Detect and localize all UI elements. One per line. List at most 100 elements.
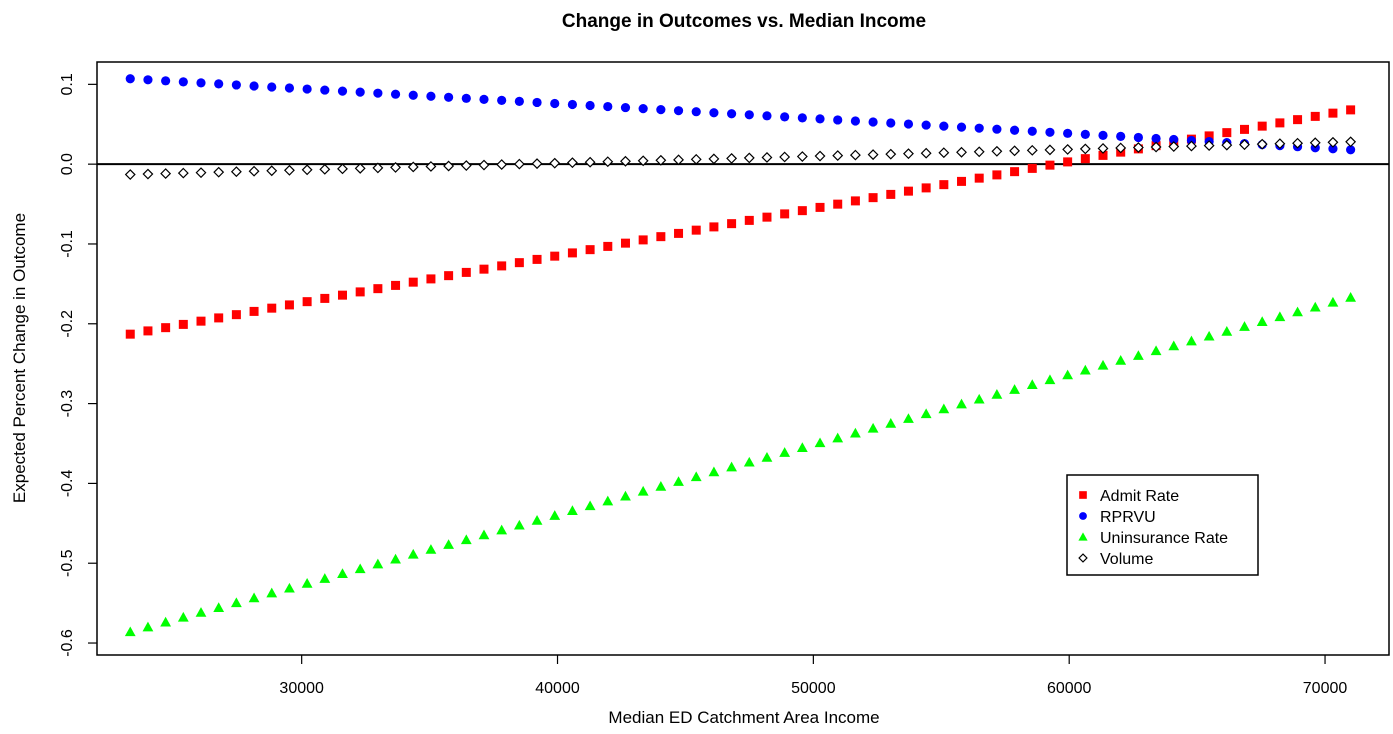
data-point bbox=[744, 215, 754, 225]
data-point bbox=[1186, 335, 1197, 346]
data-point bbox=[195, 167, 207, 179]
data-point bbox=[1116, 131, 1126, 142]
data-point bbox=[1097, 359, 1109, 370]
data-point bbox=[1027, 126, 1037, 136]
data-point bbox=[214, 79, 224, 89]
data-point bbox=[496, 524, 508, 535]
data-point bbox=[796, 442, 808, 453]
data-point bbox=[1063, 128, 1073, 138]
data-point bbox=[903, 186, 913, 196]
data-point bbox=[779, 151, 791, 163]
data-point bbox=[284, 83, 295, 93]
data-point bbox=[1309, 301, 1321, 312]
data-point bbox=[408, 90, 418, 100]
data-point bbox=[1185, 140, 1197, 152]
data-point bbox=[142, 168, 154, 180]
data-point bbox=[903, 148, 914, 160]
data-point bbox=[903, 119, 914, 129]
data-point bbox=[780, 112, 790, 122]
data-point bbox=[125, 74, 135, 84]
legend-marker bbox=[1079, 512, 1087, 520]
data-point bbox=[532, 97, 542, 108]
data-point bbox=[673, 106, 684, 116]
data-point bbox=[1221, 139, 1233, 151]
data-point bbox=[531, 158, 543, 170]
data-point bbox=[674, 228, 684, 238]
data-point bbox=[1133, 132, 1143, 143]
data-point bbox=[938, 403, 950, 414]
data-point bbox=[814, 150, 826, 162]
series-rprvu bbox=[125, 74, 1356, 155]
data-point bbox=[1222, 128, 1232, 138]
data-point bbox=[461, 267, 471, 277]
data-point bbox=[1346, 105, 1356, 115]
data-point bbox=[656, 232, 666, 242]
data-point bbox=[656, 105, 666, 115]
legend-items: Admit Rate RPRVU Uninsurance Rate Volume bbox=[1078, 488, 1228, 568]
data-point bbox=[620, 102, 631, 113]
y-tick-label: 0.0 bbox=[59, 153, 76, 175]
data-point bbox=[443, 539, 455, 549]
x-axis: 30000 40000 50000 60000 70000 bbox=[279, 655, 1347, 697]
data-point bbox=[1328, 144, 1338, 154]
data-point bbox=[266, 165, 278, 177]
data-point bbox=[549, 510, 561, 520]
data-point bbox=[850, 196, 860, 206]
data-point bbox=[886, 118, 896, 128]
data-point bbox=[531, 514, 543, 525]
data-point bbox=[124, 169, 136, 180]
data-point bbox=[992, 124, 1002, 134]
data-point bbox=[248, 592, 260, 603]
data-point bbox=[1079, 364, 1091, 375]
data-point bbox=[513, 158, 525, 170]
legend: Admit Rate RPRVU Uninsurance Rate Volume bbox=[1066, 474, 1259, 576]
legend-box bbox=[1066, 474, 1259, 576]
data-point bbox=[514, 258, 524, 268]
data-point bbox=[479, 94, 489, 104]
data-point bbox=[1150, 345, 1162, 356]
data-point bbox=[991, 388, 1003, 399]
data-point bbox=[973, 146, 985, 158]
data-point bbox=[1079, 143, 1091, 155]
data-point bbox=[230, 166, 242, 178]
data-point bbox=[1327, 136, 1339, 148]
data-point bbox=[814, 437, 826, 448]
data-point bbox=[567, 99, 578, 110]
data-point bbox=[1115, 355, 1127, 365]
data-point bbox=[391, 280, 401, 290]
data-point bbox=[142, 621, 154, 632]
data-point bbox=[320, 85, 330, 95]
data-point bbox=[584, 156, 596, 168]
legend-label: Volume bbox=[1100, 551, 1153, 568]
data-point bbox=[762, 111, 772, 121]
data-point bbox=[178, 319, 188, 329]
data-point bbox=[832, 432, 844, 443]
data-point bbox=[160, 168, 172, 180]
data-point bbox=[161, 323, 171, 333]
data-point bbox=[514, 96, 524, 107]
data-point bbox=[1293, 115, 1303, 125]
data-point bbox=[479, 264, 489, 274]
chart-title: Change in Outcomes vs. Median Income bbox=[562, 11, 926, 32]
data-point bbox=[407, 548, 419, 559]
data-point bbox=[815, 202, 825, 212]
data-point bbox=[938, 147, 950, 159]
data-point bbox=[620, 155, 631, 167]
data-point bbox=[372, 558, 384, 569]
data-point bbox=[797, 206, 807, 216]
data-point bbox=[655, 481, 667, 491]
data-point bbox=[708, 153, 720, 165]
legend-label: Admit Rate bbox=[1100, 488, 1179, 505]
data-point bbox=[460, 160, 472, 171]
data-point bbox=[1327, 296, 1339, 307]
data-point bbox=[708, 466, 720, 477]
data-point bbox=[444, 92, 454, 102]
data-point bbox=[249, 306, 259, 316]
data-point bbox=[1080, 154, 1090, 164]
data-point bbox=[585, 245, 595, 255]
data-point bbox=[478, 529, 490, 540]
data-point bbox=[125, 329, 135, 339]
data-point bbox=[974, 123, 984, 133]
data-point bbox=[354, 563, 366, 574]
